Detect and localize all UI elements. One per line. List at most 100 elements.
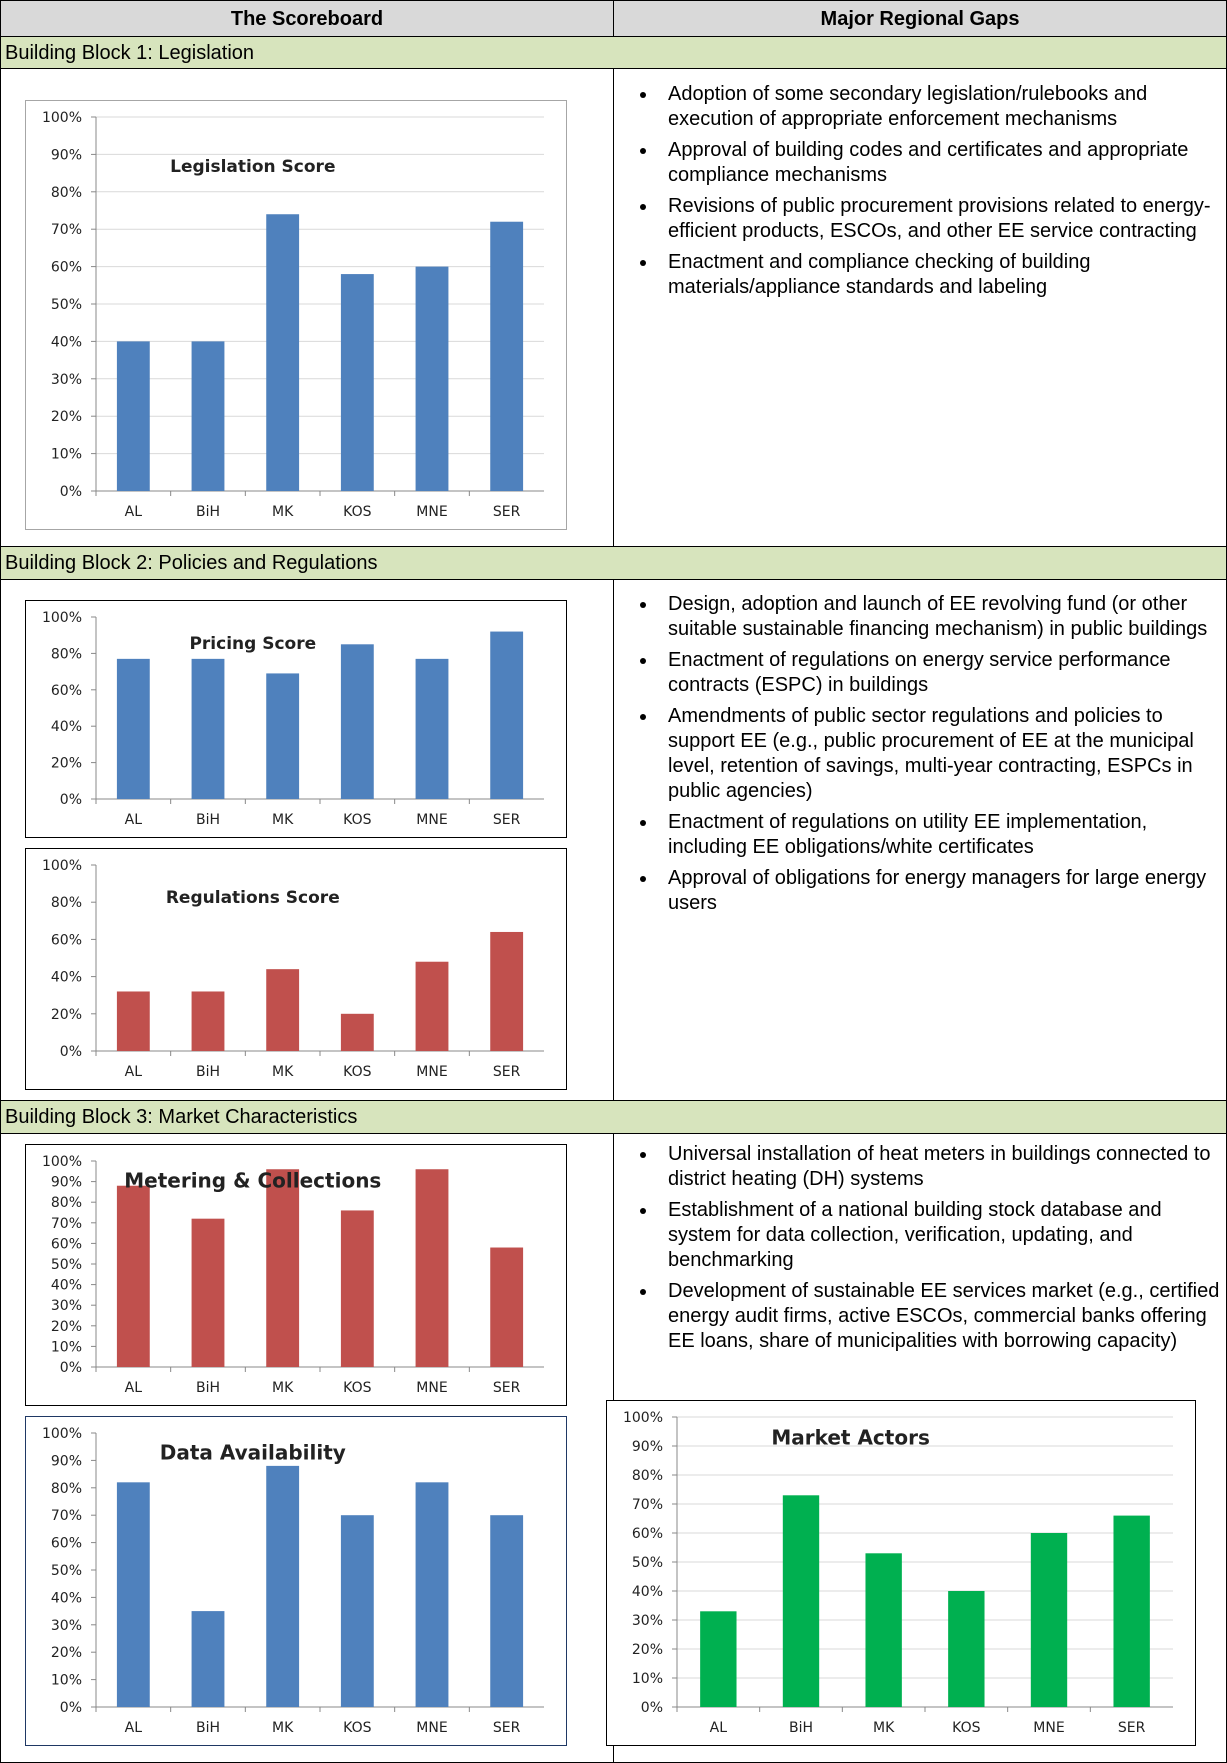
chart: 0% 10% 20% 30% 40% 50% 60% 70% 80% 90% 100% AL BiH MK… (25, 1144, 567, 1406)
y-tick-label: 40% (632, 1584, 663, 1600)
bar (191, 658, 225, 799)
y-tick-label: 80% (51, 1481, 82, 1497)
y-tick-label: 0% (60, 484, 82, 500)
bar (266, 1465, 300, 1707)
y-tick-label: 40% (51, 719, 82, 735)
bar (191, 1611, 225, 1707)
chart: 0% 10% 20% 30% 40% 50% 60% 70% 80% 90% 100% AL BiH MK… (25, 100, 567, 530)
x-tick-label: MNE (416, 1380, 447, 1396)
x-tick-label: AL (125, 1380, 143, 1396)
gap-list: Adoption of some secondary legislation/r… (612, 82, 1224, 306)
y-tick-label: 50% (51, 297, 82, 313)
x-tick-label: BiH (196, 1064, 220, 1080)
x-tick-label: AL (710, 1720, 728, 1736)
y-tick-label: 20% (51, 1319, 82, 1335)
gap-item: Revisions of public procurement provisio… (658, 194, 1224, 244)
bar (490, 1515, 524, 1707)
y-tick-label: 20% (51, 1645, 82, 1661)
y-tick-label: 80% (51, 895, 82, 911)
y-tick-label: 70% (632, 1497, 663, 1513)
y-tick-label: 20% (632, 1642, 663, 1658)
y-tick-label: 80% (51, 646, 82, 662)
bar (340, 1210, 374, 1367)
y-tick-label: 90% (51, 1453, 82, 1469)
x-tick-label: KOS (343, 504, 371, 520)
y-tick-label: 100% (42, 610, 82, 626)
bar (948, 1591, 985, 1707)
chart-title: Legislation Score (170, 157, 335, 177)
gap-item: Enactment of regulations on energy servi… (658, 648, 1224, 698)
x-tick-label: MK (272, 1720, 294, 1736)
y-tick-label: 30% (51, 1618, 82, 1634)
block-title: Building Block 2: Policies and Regulatio… (0, 546, 1227, 580)
bar (1030, 1533, 1068, 1707)
gap-item: Enactment and compliance checking of bui… (658, 250, 1224, 300)
chart-title: Data Availability (160, 1440, 346, 1464)
gap-item: Amendments of public sector regulations … (658, 704, 1224, 804)
bar (490, 631, 524, 799)
x-tick-label: MK (272, 504, 294, 520)
gap-item: Establishment of a national building sto… (658, 1198, 1224, 1273)
y-tick-label: 20% (51, 409, 82, 425)
bar (415, 1169, 449, 1367)
bar (490, 221, 524, 491)
y-tick-label: 70% (51, 1216, 82, 1232)
y-tick-label: 0% (60, 1044, 82, 1060)
chart: 0% 20% 40% 60% 80% 100% AL BiH MK KOS MNE SER Pricin… (25, 600, 567, 838)
x-tick-label: AL (125, 1720, 143, 1736)
header-left: The Scoreboard (0, 0, 614, 37)
x-tick-label: BiH (789, 1720, 813, 1736)
bar (415, 266, 449, 491)
chart: 0% 20% 40% 60% 80% 100% AL BiH MK KOS MNE SER Regula… (25, 848, 567, 1090)
block-title: Building Block 1: Legislation (0, 36, 1227, 69)
y-tick-label: 60% (632, 1526, 663, 1542)
chart-title: Pricing Score (189, 634, 316, 654)
x-tick-label: SER (493, 1380, 521, 1396)
x-tick-label: MNE (416, 1720, 447, 1736)
y-tick-label: 30% (632, 1613, 663, 1629)
bar (340, 274, 374, 491)
x-tick-label: KOS (952, 1720, 980, 1736)
bar (266, 214, 300, 491)
bar (116, 341, 150, 491)
bar (340, 1515, 374, 1707)
y-tick-label: 80% (632, 1468, 663, 1484)
x-tick-label: AL (125, 1064, 143, 1080)
bar (116, 1185, 150, 1367)
y-tick-label: 0% (60, 792, 82, 808)
bar (266, 673, 300, 799)
x-tick-label: BiH (196, 1380, 220, 1396)
y-tick-label: 100% (42, 1154, 82, 1170)
x-tick-label: KOS (343, 1064, 371, 1080)
x-tick-label: KOS (343, 1380, 371, 1396)
y-tick-label: 10% (51, 447, 82, 463)
block-title: Building Block 3: Market Characteristics (0, 1100, 1227, 1134)
gap-item: Approval of obligations for energy manag… (658, 866, 1224, 916)
gap-item: Approval of building codes and certifica… (658, 138, 1224, 188)
x-tick-label: MK (272, 1380, 294, 1396)
x-tick-label: SER (1118, 1720, 1146, 1736)
x-tick-label: MK (272, 812, 294, 828)
x-tick-label: AL (125, 504, 143, 520)
gap-item: Adoption of some secondary legislation/r… (658, 82, 1224, 132)
x-tick-label: BiH (196, 812, 220, 828)
y-tick-label: 0% (60, 1360, 82, 1376)
bar (116, 991, 150, 1051)
bar (700, 1611, 737, 1707)
bar (782, 1495, 820, 1707)
x-tick-label: MK (272, 1064, 294, 1080)
x-tick-label: BiH (196, 504, 220, 520)
bar (340, 644, 374, 799)
y-tick-label: 80% (51, 185, 82, 201)
chart-title: Metering & Collections (124, 1168, 381, 1192)
y-tick-label: 40% (51, 334, 82, 350)
y-tick-label: 90% (51, 1175, 82, 1191)
y-tick-label: 80% (51, 1195, 82, 1211)
chart: 0% 10% 20% 30% 40% 50% 60% 70% 80% 90% 100% AL BiH MK… (25, 1416, 567, 1746)
y-tick-label: 90% (51, 147, 82, 163)
chart: 0% 10% 20% 30% 40% 50% 60% 70% 80% 90% 100% AL BiH MK… (606, 1400, 1196, 1746)
bar (116, 1482, 150, 1707)
y-tick-label: 30% (51, 1298, 82, 1314)
y-tick-label: 0% (641, 1700, 663, 1716)
